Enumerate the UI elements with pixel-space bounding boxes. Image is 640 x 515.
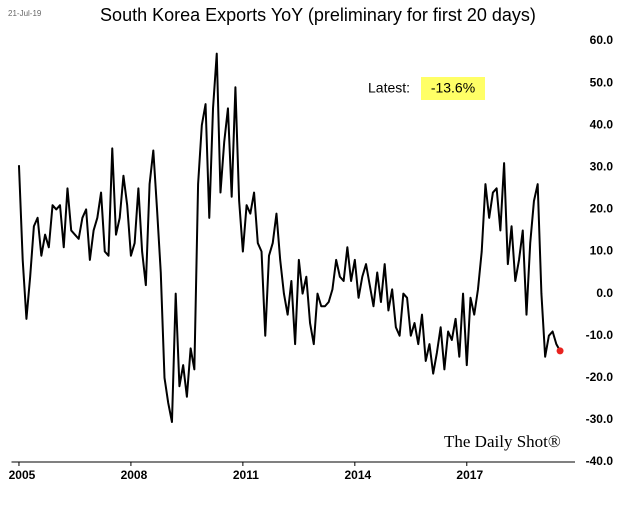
y-tick-label: 0.0 [596,286,613,300]
x-tick-label: 2008 [121,468,148,482]
annotation-value: -13.6% [431,80,475,96]
x-tick-label: 2017 [456,468,483,482]
y-tick-label: 40.0 [590,117,614,131]
x-tick-label: 2005 [9,468,36,482]
y-tick-label: -40.0 [586,454,614,468]
line [17,52,561,423]
y-tick-label: 60.0 [590,33,614,47]
annotation-text: Latest: [368,80,410,96]
x-tick-label: 2011 [233,468,259,482]
source: The Daily Shot® [444,432,561,451]
y-tick-label: -20.0 [586,370,614,384]
x-tick-label: 2014 [344,468,371,482]
y-tick-label: 30.0 [590,159,614,173]
chart-title: South Korea Exports YoY (preliminary for… [100,5,536,25]
y-tick-label: 10.0 [590,244,614,258]
latest-marker [556,347,564,355]
annotation-highlight [421,77,485,100]
y-tick-label: 50.0 [590,75,614,89]
y-tick-label: -30.0 [586,412,614,426]
y-tick-label: 20.0 [590,202,614,216]
y-tick-label: -10.0 [586,328,614,342]
date-stamp: 21-Jul-19 [8,9,42,18]
